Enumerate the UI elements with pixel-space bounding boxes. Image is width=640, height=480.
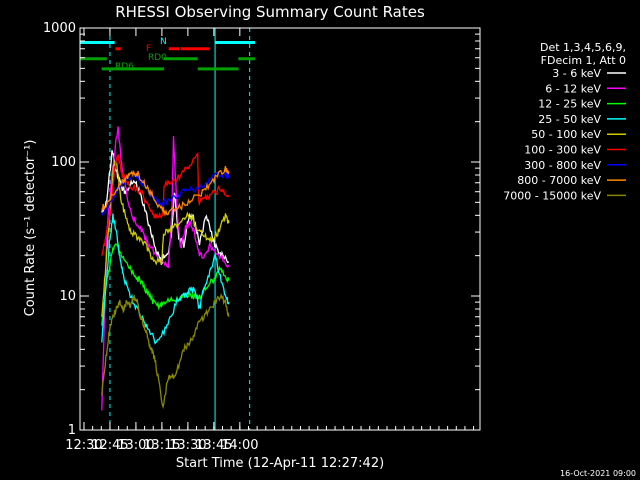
x-tick-label-5: 13:45 [195, 438, 232, 453]
series-line-2 [101, 243, 230, 326]
plot-frame [79, 27, 481, 431]
legend-label-0: 3 - 6 keV [552, 67, 601, 80]
x-tick-label-2: 13:00 [117, 438, 154, 453]
legend-header-line-2: FDecim 1, Att 0 [541, 54, 626, 67]
y-axis-label: Count Rate (s⁻¹ detector⁻¹) [23, 140, 38, 317]
legend-label-3: 25 - 50 keV [538, 113, 601, 126]
legend-label-8: 7000 - 15000 keV [503, 189, 601, 202]
series-line-1 [101, 126, 230, 411]
x-tick-label-3: 13:15 [143, 438, 180, 453]
legend-label-6: 300 - 800 keV [524, 159, 601, 172]
series-line-4 [101, 161, 230, 317]
series-line-5 [101, 152, 230, 256]
legend-label-7: 800 - 7000 keV [517, 174, 601, 187]
legend-label-2: 12 - 25 keV [538, 98, 601, 111]
y-tick-label-1: 10 [59, 289, 76, 304]
flag-label-f: F [146, 44, 151, 54]
y-tick-label-0: 1 [68, 423, 76, 438]
x-tick-label-4: 13:30 [169, 438, 206, 453]
y-tick-label-3: 1000 [43, 21, 76, 36]
series-line-6 [101, 169, 230, 216]
y-tick-label-2: 100 [51, 155, 76, 170]
flag-label-n: N [160, 37, 167, 47]
x-tick-label-6: 14:00 [221, 438, 258, 453]
footer-timestamp: 16-Oct-2021 09:00 [560, 469, 636, 478]
legend-label-5: 100 - 300 keV [524, 144, 601, 157]
x-axis-label: Start Time (12-Apr-11 12:27:42) [176, 456, 384, 471]
x-tick-label-0: 12:30 [65, 438, 102, 453]
flag-label-rd6: RD6 [115, 62, 134, 72]
flag-label-rd0: RD0 [148, 53, 167, 63]
chart-title: RHESSI Observing Summary Count Rates [115, 3, 425, 21]
x-tick-label-1: 12:45 [91, 438, 128, 453]
legend-header-line-1: Det 1,3,4,5,6,9, [540, 41, 626, 54]
series-line-3 [101, 213, 230, 345]
legend-label-1: 6 - 12 keV [545, 82, 601, 95]
legend-label-4: 50 - 100 keV [531, 128, 601, 141]
series-line-8 [101, 292, 230, 410]
series-line-7 [101, 165, 230, 217]
